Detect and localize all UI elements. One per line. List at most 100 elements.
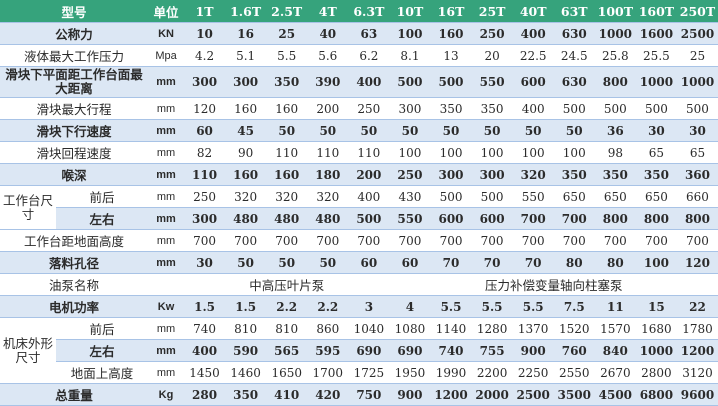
value-cell: 630 <box>553 22 595 45</box>
value-cell: 900 <box>389 383 431 406</box>
value-cell: 15 <box>635 295 677 318</box>
value-cell: 60 <box>184 119 226 142</box>
value-cell: 480 <box>307 207 349 230</box>
value-cell: 400 <box>348 66 390 98</box>
value-cell: 590 <box>225 339 267 362</box>
header-model-0: 1T <box>184 0 226 23</box>
value-cell: 82 <box>184 141 226 164</box>
value-cell: 690 <box>348 339 390 362</box>
value-cell: 500 <box>389 66 431 98</box>
table-row: 滑块最大行程 mm 120 160 160 200 250 300 350 350 400 500 50… <box>0 97 718 120</box>
value-cell: 700 <box>307 229 349 252</box>
table-row: 工作台距地面高度 mm 700 700 700 700 700 700 700 700 700 700… <box>0 229 718 252</box>
value-cell: 250 <box>184 185 226 208</box>
value-cell: 700 <box>553 229 595 252</box>
value-cell: 1140 <box>430 317 472 340</box>
value-cell: 420 <box>307 383 349 406</box>
value-cell: 400 <box>348 185 390 208</box>
value-cell: 800 <box>594 207 636 230</box>
row-sub-label: 左右 <box>56 339 149 362</box>
value-cell: 9600 <box>676 383 718 406</box>
row-unit: mm <box>148 163 185 186</box>
value-cell: 25.5 <box>635 44 677 67</box>
value-cell: 500 <box>348 207 390 230</box>
value-cell: 4 <box>389 295 431 318</box>
value-cell: 650 <box>594 185 636 208</box>
value-cell: 300 <box>389 97 431 120</box>
row-label: 总重量 <box>0 383 149 406</box>
value-cell: 660 <box>676 185 718 208</box>
table-row: 公称力 KN 10 16 25 40 63 100 160 250 400 630 1000 1600 25… <box>0 22 718 45</box>
row-unit: mm <box>148 119 185 142</box>
value-cell: 1650 <box>266 361 308 384</box>
value-cell: 80 <box>553 251 595 274</box>
value-cell: 40 <box>307 22 349 45</box>
value-cell: 110 <box>348 141 390 164</box>
value-cell: 500 <box>635 97 677 120</box>
value-cell: 6.2 <box>348 44 390 67</box>
value-cell: 70 <box>512 251 554 274</box>
value-cell: 700 <box>225 229 267 252</box>
value-cell: 5.1 <box>225 44 267 67</box>
row-unit: KN <box>148 22 185 45</box>
header-model-7: 25T <box>471 0 513 23</box>
row-group-label: 工作台尺寸 <box>0 185 56 230</box>
value-cell: 22.5 <box>512 44 554 67</box>
value-cell: 1520 <box>553 317 595 340</box>
header-model: 型号 <box>0 0 149 23</box>
row-unit: mm <box>148 229 185 252</box>
value-cell: 700 <box>553 207 595 230</box>
value-cell: 1040 <box>348 317 390 340</box>
value-cell: 2.2 <box>307 295 349 318</box>
value-cell: 5.5 <box>512 295 554 318</box>
table-row: 左右 mm 400 590 565 595 690 690 740 755 900 760 840 100… <box>0 339 718 362</box>
value-cell: 50 <box>266 119 308 142</box>
value-cell: 410 <box>266 383 308 406</box>
value-cell: 300 <box>430 163 472 186</box>
value-cell: 595 <box>307 339 349 362</box>
value-cell: 1725 <box>348 361 390 384</box>
value-cell: 1990 <box>430 361 472 384</box>
value-cell: 700 <box>594 229 636 252</box>
value-cell: 5.5 <box>266 44 308 67</box>
value-cell: 110 <box>266 141 308 164</box>
table-row: 左右 mm 300 480 480 480 500 550 600 600 700 700 800 800… <box>0 207 718 230</box>
value-cell: 550 <box>471 66 513 98</box>
value-cell: 2800 <box>635 361 677 384</box>
value-cell: 110 <box>307 141 349 164</box>
value-cell: 250 <box>389 163 431 186</box>
value-cell: 800 <box>676 207 718 230</box>
value-cell: 700 <box>348 229 390 252</box>
row-unit: mm <box>148 361 185 384</box>
value-cell: 600 <box>512 66 554 98</box>
value-cell: 500 <box>430 66 472 98</box>
value-cell: 5.6 <box>307 44 349 67</box>
value-cell: 700 <box>635 229 677 252</box>
value-cell: 1280 <box>471 317 513 340</box>
row-unit: Mpa <box>148 44 185 67</box>
row-unit: Kw <box>148 295 185 318</box>
value-cell: 280 <box>184 383 226 406</box>
header-model-1: 1.6T <box>225 0 267 23</box>
value-cell: 690 <box>389 339 431 362</box>
table-row: 机床外形尺寸 前后 mm 740 810 810 860 1040 1080 1140 1280 13… <box>0 317 718 384</box>
value-cell: 500 <box>471 185 513 208</box>
value-cell: 1570 <box>594 317 636 340</box>
value-cell: 350 <box>553 163 595 186</box>
header-row: 型号 单位 1T 1.6T 2.5T 4T 6.3T 10T 16T 25T 40T 63T 100T 1… <box>0 0 718 23</box>
value-cell: 50 <box>348 119 390 142</box>
row-sub-label: 左右 <box>56 207 149 230</box>
table-row: 地面上高度 mm 1450 1460 1650 1700 1725 1950 1990 2200 2… <box>0 361 718 384</box>
value-cell: 700 <box>512 207 554 230</box>
value-cell: 5.5 <box>430 295 472 318</box>
table-row: 电机功率 Kw 1.5 1.5 2.2 2.2 3 4 5.5 5.5 5.5 7.5 11 15 22 <box>0 295 718 318</box>
value-cell: 740 <box>430 339 472 362</box>
row-label: 滑块最大行程 <box>0 97 149 120</box>
table-row: 油泵名称 中高压叶片泵 压力补偿变量轴向柱塞泵 <box>0 273 718 296</box>
row-label: 液体最大工作压力 <box>0 44 149 67</box>
value-cell: 200 <box>348 163 390 186</box>
value-cell: 430 <box>389 185 431 208</box>
value-cell: 160 <box>266 163 308 186</box>
row-unit: Kg <box>148 383 185 406</box>
value-cell: 500 <box>430 185 472 208</box>
